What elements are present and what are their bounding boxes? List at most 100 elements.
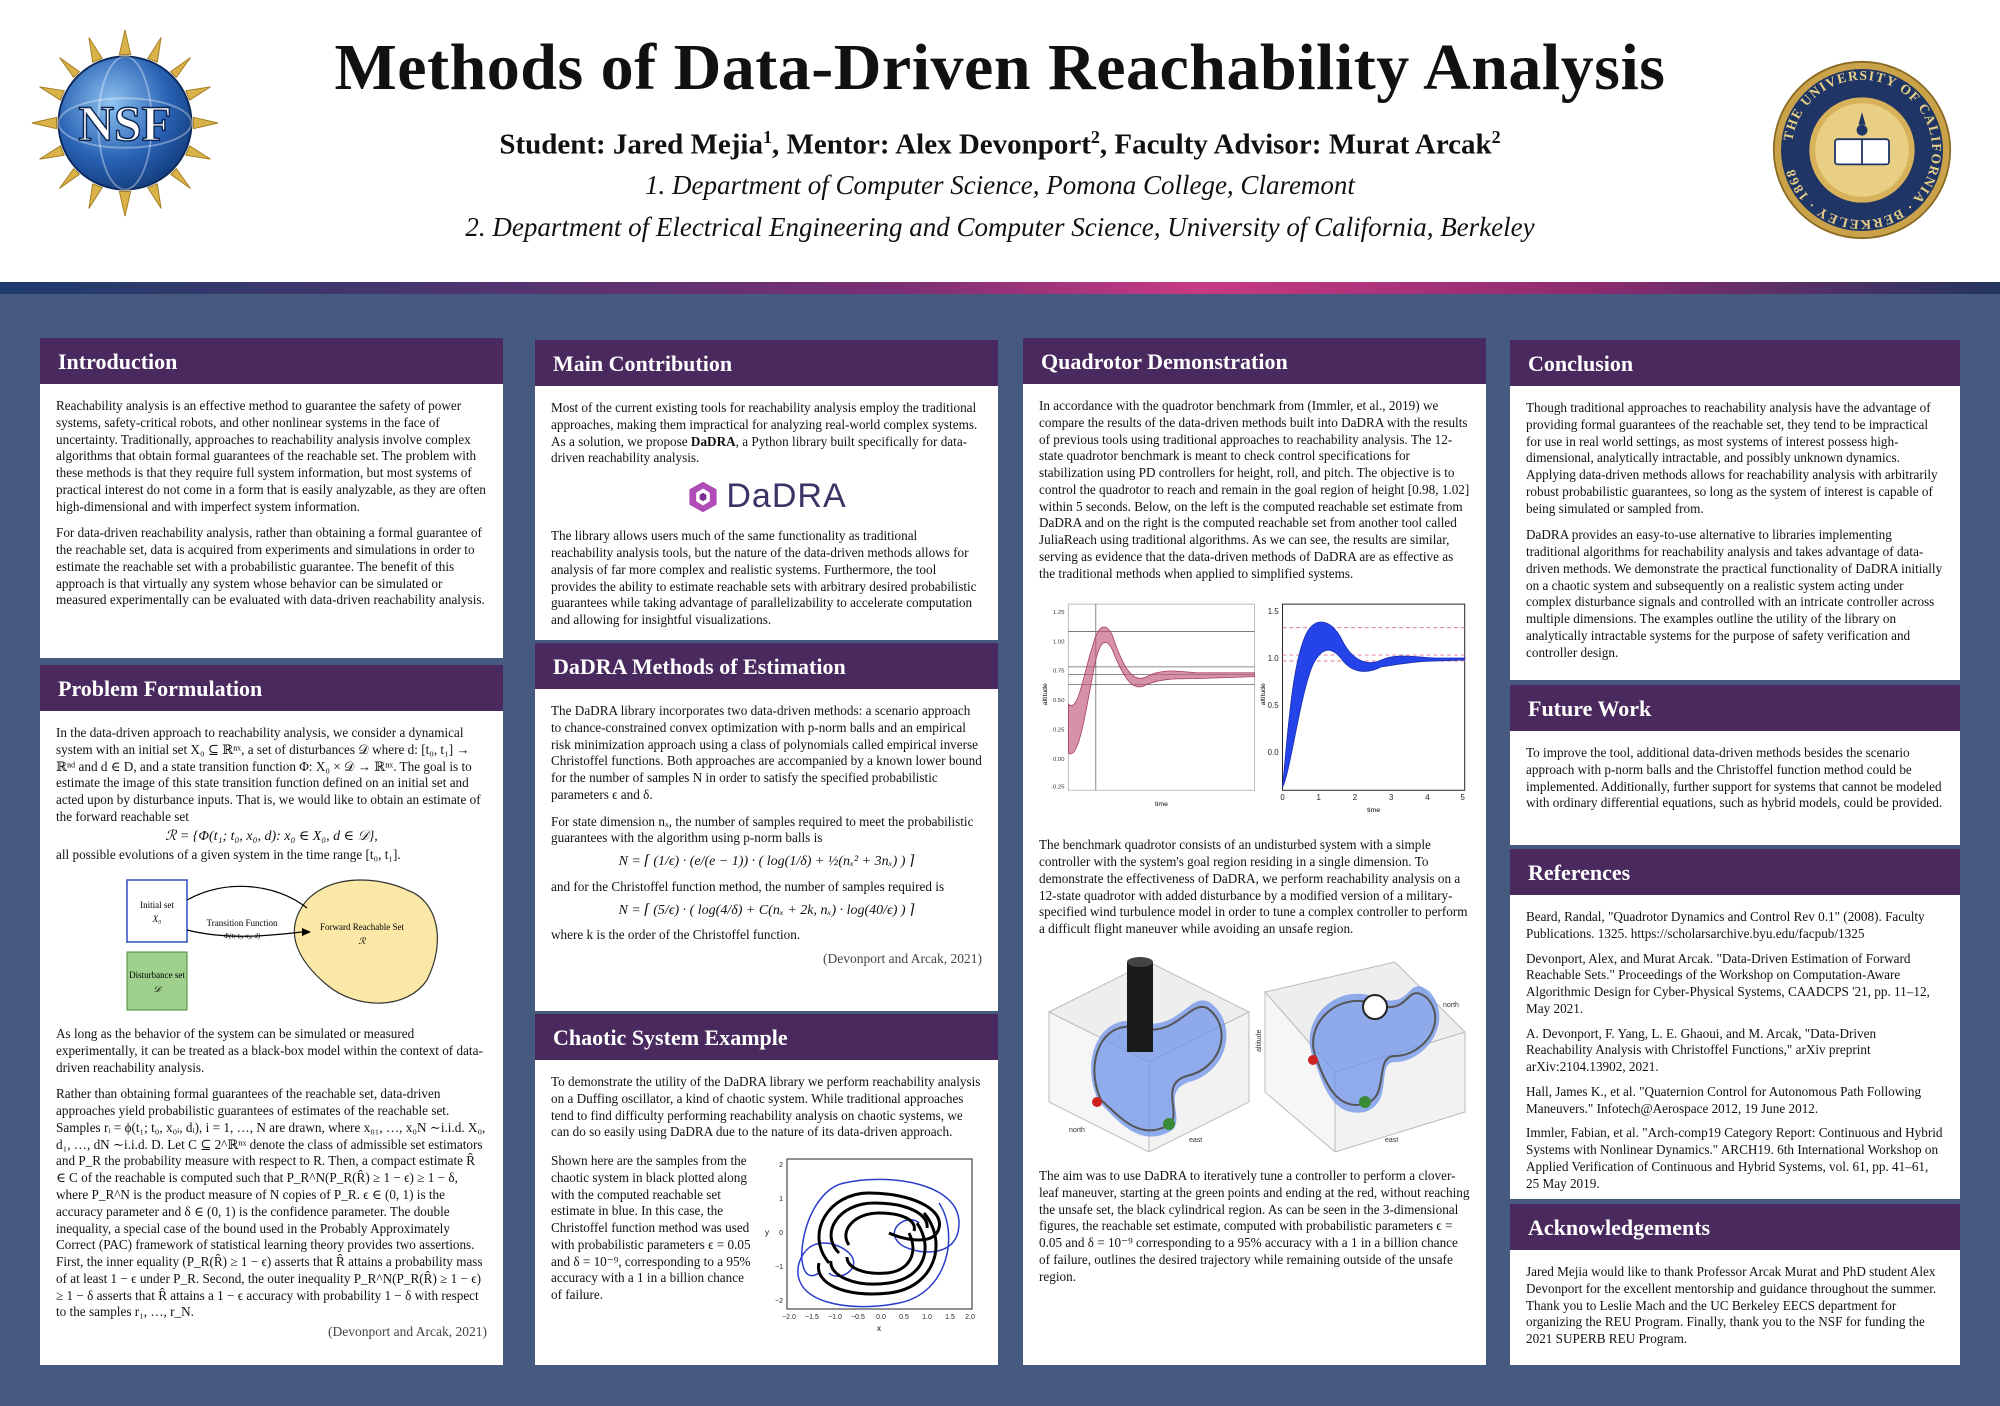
introduction-heading: Introduction xyxy=(40,338,503,384)
reachable-set-diagram: Initial set X₀ Disturbance set 𝒟 Forward… xyxy=(125,879,438,1011)
svg-text:1.5: 1.5 xyxy=(1268,607,1280,616)
duffing-yticks: −2 −1 0 1 2 xyxy=(775,1162,783,1305)
dadra-ylabel: altitude xyxy=(1042,683,1049,705)
quadrotor-heading: Quadrotor Demonstration xyxy=(1023,338,1486,384)
methods-citation: (Devonport and Arcak, 2021) xyxy=(823,951,982,967)
problem-paragraph-1: In the data-driven approach to reachabil… xyxy=(56,725,481,824)
acknowledgements-panel: Acknowledgements Jared Mejia would like … xyxy=(1510,1204,1960,1365)
problem-formulation-panel: Problem Formulation In the data-driven a… xyxy=(40,665,503,1365)
christoffel-sample-bound-equation: N = ⌈ (5/ϵ) · ( log(4/δ) + C(nₓ + 2k, nₓ… xyxy=(618,902,915,918)
header-stripe xyxy=(0,282,2000,294)
quadrotor-3d-plot-left: north east xyxy=(1047,957,1251,1153)
juliareach-ylabel: altitude xyxy=(1260,683,1267,705)
right-3d-unsafe-cylinder xyxy=(1362,994,1388,1021)
svg-text:2: 2 xyxy=(1353,793,1357,802)
svg-text:−0.5: −0.5 xyxy=(851,1314,865,1321)
introduction-panel: Introduction Reachability analysis is an… xyxy=(40,338,503,658)
quadrotor-paragraph-2: The benchmark quadrotor consists of an u… xyxy=(1039,837,1468,937)
advisor-name: , Faculty Advisor: Murat Arcak xyxy=(1099,128,1492,161)
disturbance-set-box xyxy=(126,951,187,1011)
svg-text:1.5: 1.5 xyxy=(945,1314,955,1321)
juliareach-yticks: 1.5 1.0 0.5 0.0 xyxy=(1268,607,1280,757)
svg-text:0.5: 0.5 xyxy=(899,1314,909,1321)
contribution-paragraph-2: The library allows users much of the sam… xyxy=(551,528,977,628)
svg-text:1: 1 xyxy=(1317,793,1321,802)
introduction-paragraph-2: For data-driven reachability analysis, r… xyxy=(56,525,485,608)
svg-text:−2.0: −2.0 xyxy=(782,1314,796,1321)
transition-function-label: Transition Function xyxy=(206,918,277,928)
transition-function-symbol: Φ(t; t₀, x₀, d) xyxy=(223,932,260,940)
forward-reachable-symbol: ℛ xyxy=(358,936,366,946)
initial-set-label: Initial set xyxy=(140,900,174,910)
juliareach-xticks: 0 1 2 3 4 5 xyxy=(1281,793,1466,802)
poster-authors: Student: Jared Mejia1, Mentor: Alex Devo… xyxy=(250,127,1750,162)
student-affil-mark: 1 xyxy=(762,127,772,147)
chaotic-samples xyxy=(817,1191,941,1296)
right-3d-end-points xyxy=(1308,1055,1318,1066)
duffing-ylabel: y xyxy=(765,1228,769,1237)
svg-text:1.25: 1.25 xyxy=(1053,610,1065,616)
juliareach-reachable-band xyxy=(1282,622,1466,788)
left-3d-axis-north: north xyxy=(1069,1127,1085,1134)
poster-header: NSF Methods of Data-Driven Reachability … xyxy=(0,0,2000,282)
references-heading: References xyxy=(1510,849,1960,895)
reference-item: A. Devonport, F. Yang, L. E. Ghaoui, and… xyxy=(1526,1025,1877,1075)
svg-text:0.00: 0.00 xyxy=(1053,757,1065,763)
dadra-plot-frame xyxy=(1067,604,1255,792)
svg-text:2: 2 xyxy=(779,1162,783,1169)
mentor-affil-mark: 2 xyxy=(1090,127,1100,147)
pnorm-sample-bound-equation: N = ⌈ (1/ϵ) · (e/(e − 1)) · ( log(1/δ) +… xyxy=(618,854,915,870)
right-3d-axis-east: east xyxy=(1385,1137,1398,1144)
main-contribution-panel: Main Contribution Most of the current ex… xyxy=(535,340,998,640)
forward-reachable-label: Forward Reachable Set xyxy=(320,922,404,932)
future-work-heading: Future Work xyxy=(1510,685,1960,731)
initial-set-box xyxy=(125,879,188,943)
reachable-set-estimate-curve xyxy=(797,1178,960,1308)
reference-item: Immler, Fabian, et al. "Arch-comp19 Cate… xyxy=(1526,1125,1943,1191)
transition-arrow-top xyxy=(186,885,307,909)
svg-text:-0.25: -0.25 xyxy=(1051,785,1065,791)
svg-text:0: 0 xyxy=(779,1230,783,1237)
nsf-logo-icon: NSF xyxy=(31,29,219,217)
methods-paragraph-1: The DaDRA library incorporates two data-… xyxy=(551,703,982,802)
problem-paragraph-3: Rather than obtaining formal guarantees … xyxy=(56,1086,486,1320)
references-panel: References Beard, Randal, "Quadrotor Dyn… xyxy=(1510,849,1960,1199)
introduction-paragraph-1: Reachability analysis is an effective me… xyxy=(56,398,486,514)
methods-paragraph-2: For state dimension nₓ, the number of sa… xyxy=(551,813,974,846)
left-3d-unsafe-cylinder xyxy=(1127,962,1153,1053)
svg-text:−2: −2 xyxy=(775,1298,783,1305)
svg-text:0.0: 0.0 xyxy=(876,1314,886,1321)
svg-text:−1: −1 xyxy=(775,1264,783,1271)
duffing-xticks: −2.0 −1.5 −1.0 −0.5 0.0 0.5 1.0 1.5 2.0 xyxy=(782,1314,975,1321)
initial-set-symbol: X₀ xyxy=(151,914,161,924)
methods-paragraph-4: where k is the order of the Christoffel … xyxy=(551,927,801,943)
transition-arrowhead xyxy=(301,928,311,937)
svg-text:1: 1 xyxy=(779,1196,783,1203)
left-3d-start-points xyxy=(1163,1118,1175,1131)
right-3d-axis-altitude: altitude xyxy=(1256,1029,1263,1052)
svg-text:3: 3 xyxy=(1389,793,1394,802)
methods-paragraph-3: and for the Christoffel function method,… xyxy=(551,878,945,894)
dadra-reachable-band xyxy=(1067,627,1255,755)
svg-text:1.0: 1.0 xyxy=(922,1314,932,1321)
main-contribution-heading: Main Contribution xyxy=(535,340,998,386)
svg-text:1.0: 1.0 xyxy=(1268,654,1280,663)
chaotic-system-panel: Chaotic System Example To demonstrate th… xyxy=(535,1014,998,1365)
chaotic-paragraph-2: Shown here are the samples from the chao… xyxy=(551,1153,751,1303)
contribution-paragraph-1: Most of the current existing tools for r… xyxy=(551,400,978,466)
dadra-name: DaDRA xyxy=(690,433,736,449)
problem-paragraph-1-end: all possible evolutions of a given syste… xyxy=(56,847,401,863)
conclusion-panel: Conclusion Though traditional approaches… xyxy=(1510,340,1960,680)
svg-text:5: 5 xyxy=(1461,793,1466,802)
conclusion-paragraph-2: DaDRA provides an easy-to-use alternativ… xyxy=(1526,527,1943,660)
svg-text:0.75: 0.75 xyxy=(1053,669,1065,675)
quadrotor-paragraph-1: In accordance with the quadrotor benchma… xyxy=(1039,398,1470,581)
dadra-altitude-plot: 1.25 1.00 0.75 0.50 0.25 0.00 -0.25 time… xyxy=(1042,604,1255,808)
mentor-name: , Mentor: Alex Devonport xyxy=(771,128,1091,161)
juliareach-xlabel: time xyxy=(1368,807,1381,814)
right-3d-start-points xyxy=(1359,1096,1371,1109)
dadra-logo-text: DaDRA xyxy=(726,477,847,516)
left-3d-reachable-set xyxy=(1091,1000,1227,1137)
svg-text:0.0: 0.0 xyxy=(1268,748,1280,757)
svg-text:0.25: 0.25 xyxy=(1053,728,1065,734)
